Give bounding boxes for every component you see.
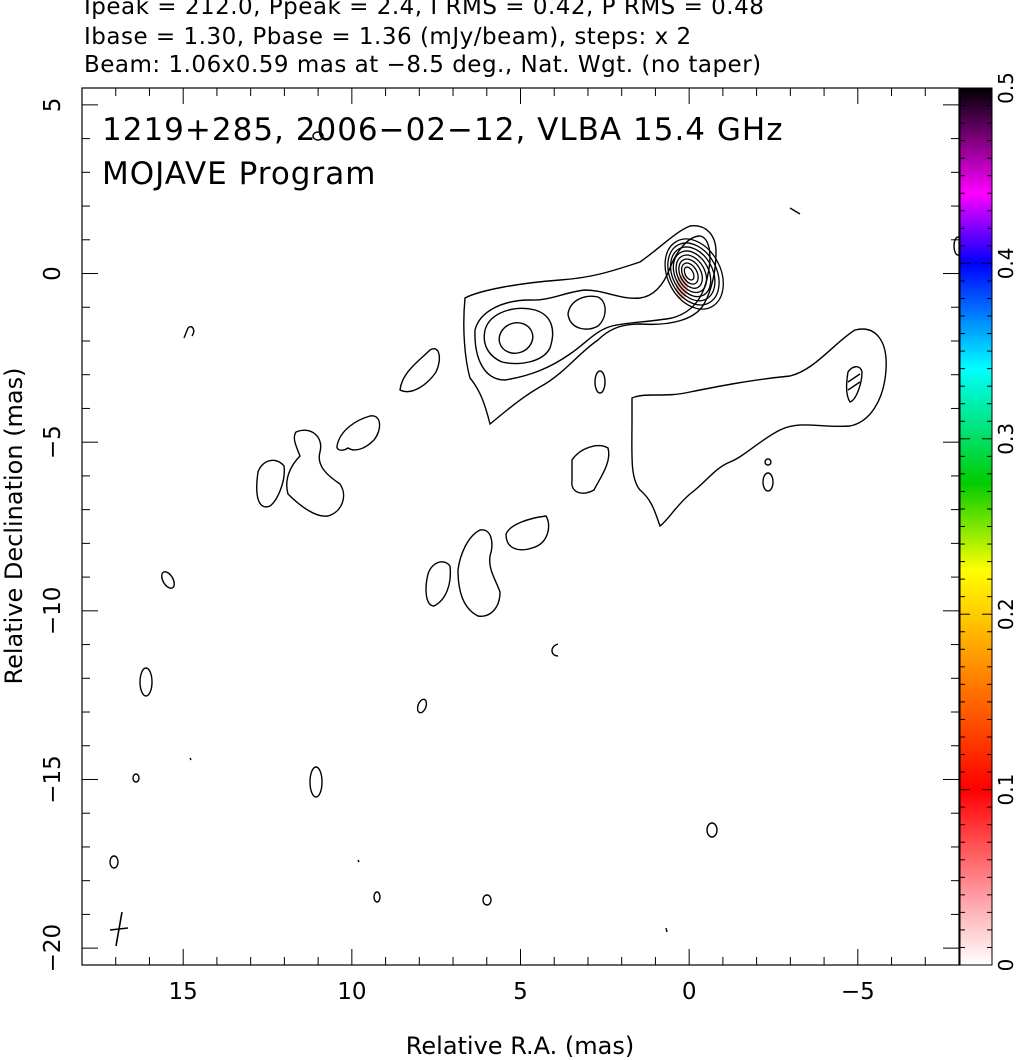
- y-axis-label: Relative Declination (mas): [0, 367, 28, 684]
- noise-contour: [109, 855, 119, 869]
- colorbar-tick-label: 0: [994, 959, 1018, 972]
- noise-contour: [139, 667, 153, 697]
- noise-contour: [551, 643, 559, 657]
- diffuse-contour: [457, 529, 501, 617]
- noise-contour: [706, 822, 718, 838]
- noise-contour: [764, 458, 772, 466]
- y-tick-label: −10: [40, 587, 66, 636]
- x-axis-label: Relative R.A. (mas): [406, 1032, 634, 1060]
- noise-contour: [373, 891, 381, 903]
- core-contour-ring: [675, 254, 708, 294]
- diffuse-contour: [571, 444, 610, 494]
- beam-marker: [109, 911, 129, 947]
- header-beam-line: Beam: 1.06x0.59 mas at −8.5 deg., Nat. W…: [84, 52, 762, 78]
- colorbar-tick-label: 0.2: [994, 598, 1018, 630]
- y-tick-label: −20: [40, 924, 66, 973]
- western-knot-hatch: [847, 373, 861, 391]
- jet-knot-contour: [567, 295, 606, 330]
- y-tick-label: −5: [40, 425, 66, 459]
- noise-contour: [312, 131, 324, 141]
- colorbar-tick-label: 0.4: [994, 247, 1018, 279]
- noise-contour: [762, 472, 774, 492]
- noise-contour: [482, 894, 492, 906]
- noise-contour: [309, 766, 323, 798]
- noise-contour: [132, 773, 140, 783]
- core-contour-ring: [678, 258, 703, 289]
- core-contour-ring: [667, 242, 720, 306]
- map-subtitle: MOJAVE Program: [102, 156, 376, 192]
- axis-ticks: [81, 88, 960, 965]
- colorbar-tick-label: 0.3: [994, 423, 1018, 455]
- noise-contour: [183, 326, 195, 339]
- western-knot-contour: [845, 366, 863, 403]
- y-tick-label: −15: [40, 755, 66, 804]
- plot-frame: [81, 87, 960, 966]
- diffuse-contour: [256, 459, 285, 508]
- diffuse-contour: [336, 415, 381, 451]
- x-tick-label: 10: [337, 979, 366, 1005]
- x-tick-label: 15: [169, 979, 198, 1005]
- jet-component-inner-contour: [498, 322, 534, 354]
- header-peak-line: Ipeak = 212.0, Ppeak = 2.4, I RMS = 0.42…: [84, 0, 765, 20]
- colorbar-ticks: [960, 87, 992, 966]
- diffuse-contour: [505, 515, 550, 551]
- core-contour-ring: [672, 250, 712, 298]
- core-contour-ring: [680, 262, 699, 285]
- map-title: 1219+285, 2006−02−12, VLBA 15.4 GHz: [102, 112, 783, 148]
- y-tick-label: 0: [40, 266, 66, 281]
- jet-second-contour: [474, 235, 711, 381]
- header-base-line: Ibase = 1.30, Pbase = 1.36 (mJy/beam), s…: [84, 24, 692, 50]
- diffuse-contour: [399, 348, 441, 393]
- axis-tick-labels: 15 10 5 0 −5 5 0 −5 −10 −15 −20: [40, 98, 875, 1005]
- y-tick-label: 5: [40, 98, 66, 113]
- colorbar-labels: 0 0.1 0.2 0.3 0.4 0.5: [994, 72, 1018, 971]
- diffuse-contour: [286, 429, 345, 517]
- western-extended-contour: [631, 328, 887, 528]
- x-tick-label: 0: [682, 979, 697, 1005]
- noise-contour: [789, 207, 801, 215]
- colorbar: [959, 87, 993, 966]
- diffuse-contour: [425, 561, 452, 607]
- noise-contour: [161, 571, 175, 589]
- core-contour-ring: [664, 238, 724, 310]
- contour-layer: [109, 131, 959, 947]
- colorbar-tick-label: 0.1: [994, 774, 1018, 806]
- noise-contour: [189, 757, 668, 933]
- noise-contour: [953, 236, 959, 256]
- jet-component-contour: [483, 307, 554, 365]
- jet-small-contour: [594, 370, 606, 394]
- x-tick-label: 5: [513, 979, 528, 1005]
- noise-contour: [416, 698, 428, 714]
- colorbar-tick-label: 0.5: [994, 72, 1018, 104]
- x-tick-label: −5: [841, 979, 875, 1005]
- jet-outer-contour: [463, 225, 717, 426]
- core-contour-ring: [683, 266, 695, 281]
